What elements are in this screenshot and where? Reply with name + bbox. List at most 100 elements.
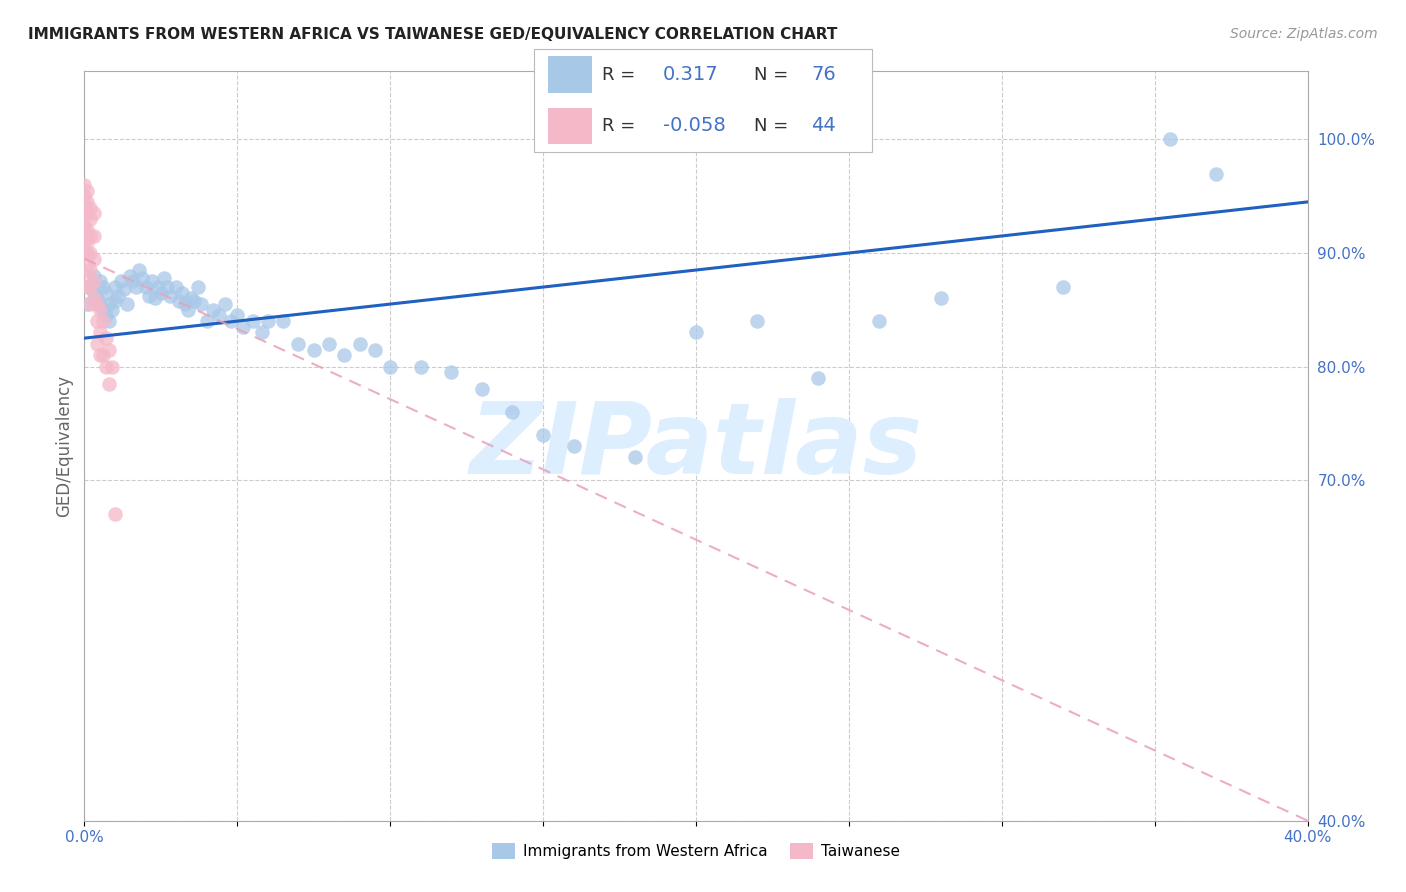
Point <box>79 201 101 215</box>
Point <box>1205 167 1227 181</box>
Point <box>101 359 124 374</box>
Point <box>165 280 187 294</box>
Point <box>302 343 325 357</box>
Point <box>115 297 138 311</box>
Point <box>79 211 101 226</box>
Text: R =: R = <box>602 66 636 84</box>
Point <box>409 359 432 374</box>
Point <box>186 280 208 294</box>
Y-axis label: GED/Equivalency: GED/Equivalency <box>55 375 73 517</box>
Point <box>86 297 108 311</box>
Point <box>271 314 294 328</box>
Point <box>73 201 96 215</box>
Point <box>807 371 830 385</box>
Point <box>242 314 264 328</box>
Point <box>79 297 101 311</box>
Point <box>79 263 101 277</box>
Text: N =: N = <box>754 66 787 84</box>
Point <box>104 280 127 294</box>
Point <box>83 292 105 306</box>
Point <box>1159 132 1181 146</box>
Point <box>747 314 769 328</box>
Point <box>83 285 105 300</box>
Text: 0.317: 0.317 <box>662 65 718 84</box>
Point <box>89 302 111 317</box>
Point <box>94 309 117 323</box>
Point <box>83 274 105 288</box>
Text: ZIPatlas: ZIPatlas <box>470 398 922 494</box>
Bar <box>548 56 592 93</box>
Point <box>364 343 387 357</box>
Point <box>110 274 132 288</box>
Point <box>177 302 200 317</box>
Point <box>83 206 105 220</box>
Point <box>86 292 108 306</box>
Point <box>76 246 98 260</box>
Point <box>76 257 98 271</box>
Point <box>167 293 190 308</box>
Point <box>73 194 96 209</box>
Point <box>131 271 153 285</box>
Point <box>86 314 108 328</box>
Text: Source: ZipAtlas.com: Source: ZipAtlas.com <box>1230 27 1378 41</box>
Bar <box>548 108 592 145</box>
Point <box>502 405 524 419</box>
Point <box>73 223 96 237</box>
Point <box>287 336 309 351</box>
Point <box>138 289 160 303</box>
Point <box>869 314 891 328</box>
Point <box>104 293 127 308</box>
Point <box>183 293 205 308</box>
Text: N =: N = <box>754 117 787 135</box>
Point <box>929 292 952 306</box>
Point <box>156 280 179 294</box>
Point <box>380 359 402 374</box>
Point <box>89 326 111 340</box>
Point <box>91 314 114 328</box>
Point <box>73 235 96 249</box>
Point <box>89 348 111 362</box>
Point <box>159 289 181 303</box>
Point <box>94 359 117 374</box>
Point <box>76 223 98 237</box>
Point <box>232 319 254 334</box>
Point <box>83 229 105 244</box>
Point <box>226 309 249 323</box>
Point <box>149 285 172 300</box>
Point <box>219 314 242 328</box>
Point <box>112 282 135 296</box>
Point <box>128 263 150 277</box>
Point <box>318 336 340 351</box>
Point <box>73 206 96 220</box>
Point <box>97 297 120 311</box>
Point <box>257 314 280 328</box>
Point <box>89 274 111 288</box>
Point <box>97 314 120 328</box>
Point <box>97 376 120 391</box>
Point <box>349 336 371 351</box>
Point <box>76 280 98 294</box>
Point <box>1052 280 1074 294</box>
Point <box>125 280 148 294</box>
Point <box>122 274 145 288</box>
Point <box>107 289 129 303</box>
Point <box>146 280 169 294</box>
Point <box>333 348 356 362</box>
Point <box>174 297 197 311</box>
Text: R =: R = <box>602 117 636 135</box>
Point <box>91 280 114 294</box>
Point <box>562 439 585 453</box>
Point <box>79 280 101 294</box>
Point <box>153 271 176 285</box>
Text: -0.058: -0.058 <box>662 117 725 136</box>
Point <box>214 297 236 311</box>
Point <box>73 246 96 260</box>
Point <box>76 184 98 198</box>
Point <box>143 292 166 306</box>
Point <box>79 280 101 294</box>
Point <box>91 348 114 362</box>
Point <box>79 229 101 244</box>
Text: 44: 44 <box>811 117 835 136</box>
Point <box>250 326 273 340</box>
Point <box>97 343 120 357</box>
